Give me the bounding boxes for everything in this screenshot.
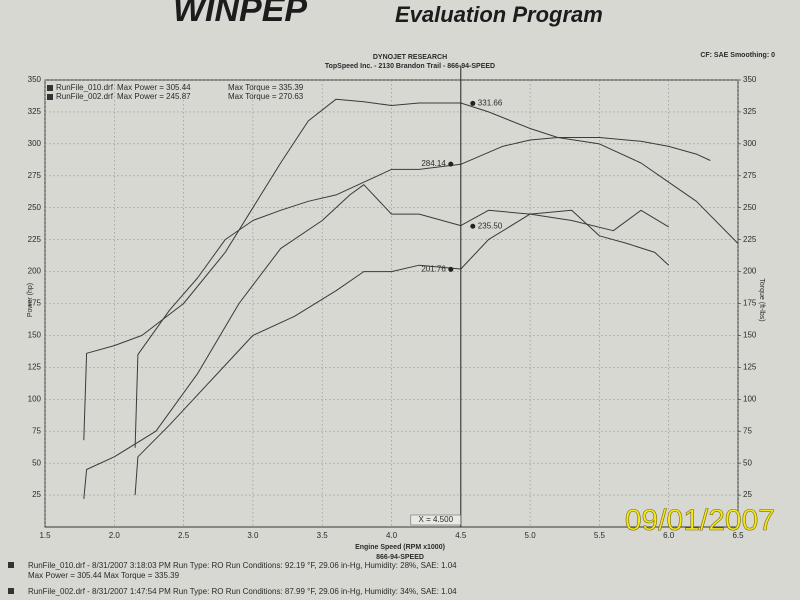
y2-tick-label: 75 [743,426,752,435]
legend-power: Max Power = 245.87 [117,92,191,101]
y2-tick-label: 125 [743,362,757,371]
y-axis-label: Power (hp) [27,283,34,317]
y-tick-label: 50 [32,458,41,467]
y-tick-label: 225 [28,235,42,244]
x-tick-label: 3.0 [247,531,259,540]
y-tick-label: 125 [28,362,42,371]
series-line [134,209,670,496]
y-tick-label: 250 [28,203,42,212]
series-line [83,184,669,499]
y-tick-label: 25 [32,490,41,499]
y-tick-label: 150 [28,331,42,340]
y2-tick-label: 275 [743,171,757,180]
cursor-value-label: 331.66 [478,99,503,108]
cursor-marker [448,161,454,167]
y2-axis-label: Torque (ft-lbs) [758,278,765,321]
y-tick-label: 200 [28,267,42,276]
x-tick-label: 3.5 [317,531,329,540]
cursor-marker [470,100,476,106]
footer-run1: RunFile_010.drf - 8/31/2007 3:18:03 PM R… [28,561,457,570]
cursor-value-label: 201.76 [421,264,446,273]
x-tick-label: 4.5 [455,531,467,540]
shop: TopSpeed Inc. - 2130 Brandon Trail - 866… [325,63,495,70]
x-tick-label: 2.0 [109,531,121,540]
y2-tick-label: 325 [743,107,757,116]
y2-tick-label: 175 [743,299,757,308]
x-tick-label: 5.0 [525,531,537,540]
y-tick-label: 100 [28,394,42,403]
y2-tick-label: 200 [743,267,757,276]
y-tick-label: 300 [28,139,42,148]
y-tick-label: 350 [28,75,42,84]
y2-tick-label: 250 [743,203,757,212]
program-title: Evaluation Program [395,2,603,27]
x-tick-label: 1.5 [39,531,51,540]
y2-tick-label: 50 [743,458,752,467]
company: DYNOJET RESEARCH [373,54,447,61]
footer-swatch [8,588,14,594]
legend-swatch [47,94,53,100]
legend-power: Max Power = 305.44 [117,83,191,92]
cursor-value-label: 284.14 [421,159,446,168]
y2-tick-label: 25 [743,490,752,499]
legend-swatch [47,85,53,91]
cursor-box [410,514,462,526]
cursor-value-label: 235.50 [478,221,503,230]
legend-torque: Max Torque = 335.39 [228,83,304,92]
x-tick-label: 6.0 [663,531,675,540]
series-line [134,137,739,448]
legend-file: RunFile_002.drf [56,92,114,101]
cursor-label: X = 4.500 [419,515,454,524]
x-tick-label: 6.5 [732,531,744,540]
x-tick-label: 4.0 [386,531,398,540]
x-axis-label: Engine Speed (RPM x1000) [355,544,445,551]
y-tick-label: 75 [32,426,41,435]
y-tick-label: 275 [28,171,42,180]
y2-tick-label: 225 [743,235,757,244]
legend-torque: Max Torque = 270.63 [228,92,304,101]
y-tick-label: 175 [28,299,42,308]
footer-run1-max: Max Power = 305.44 Max Torque = 335.39 [28,571,180,580]
footer-run2: RunFile_002.drf - 8/31/2007 1:47:54 PM R… [28,587,457,596]
date-stamp: 09/01/2007 [625,504,775,537]
cursor-marker [448,266,454,272]
y2-tick-label: 300 [743,139,757,148]
logo: WINPEP [173,0,307,29]
settings: CF: SAE Smoothing: 0 [700,52,775,59]
y2-tick-label: 150 [743,331,757,340]
y2-tick-label: 100 [743,394,757,403]
cursor-marker [470,223,476,229]
legend-file: RunFile_010.drf [56,83,114,92]
x-axis-sublabel: 866-94-SPEED [376,554,424,561]
y2-tick-label: 350 [743,75,757,84]
y-tick-label: 325 [28,107,42,116]
x-tick-label: 5.5 [594,531,606,540]
footer-swatch [8,562,14,568]
x-tick-label: 2.5 [178,531,190,540]
